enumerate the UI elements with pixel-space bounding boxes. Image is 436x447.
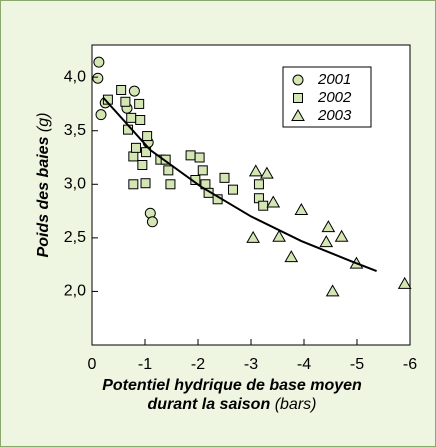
x-axis-label-main: durant la saison <box>148 396 271 413</box>
x-axis-label-unit: (bars) <box>275 396 317 413</box>
square-marker <box>227 184 238 195</box>
y-axis-label-unit: (g) <box>35 113 52 133</box>
legend-label: 2002 <box>317 89 352 106</box>
square-marker <box>141 147 152 158</box>
triangle-marker <box>248 164 263 177</box>
triangle-marker <box>266 195 281 208</box>
circle-marker <box>93 56 105 68</box>
legend-symbol <box>291 108 305 121</box>
square-marker <box>197 165 208 176</box>
x-tick-label: -3 <box>244 356 258 373</box>
square-marker <box>134 98 145 109</box>
triangle-marker <box>334 229 349 242</box>
triangle-marker <box>294 202 309 215</box>
square-marker <box>128 151 139 162</box>
square-marker <box>258 200 269 211</box>
x-tick-label: -5 <box>350 356 364 373</box>
square-marker <box>137 160 148 170</box>
square-marker <box>185 150 196 161</box>
triangle-marker <box>319 235 334 248</box>
x-axis-label-line1: Potentiel hydrique de base moyen <box>102 377 362 394</box>
square-marker <box>126 112 137 123</box>
y-axis-label-main: Poids des baies <box>35 136 52 257</box>
circle-marker <box>95 109 107 121</box>
x-tick-label: -1 <box>138 356 152 373</box>
x-tick-label: -4 <box>297 356 311 373</box>
square-marker <box>165 179 176 190</box>
square-marker <box>142 131 153 142</box>
square-marker <box>116 85 127 95</box>
square-marker <box>140 178 151 189</box>
y-tick-label: 3,0 <box>64 176 86 193</box>
square-marker <box>128 179 139 190</box>
square-marker <box>163 165 174 176</box>
square-marker <box>219 172 230 183</box>
triangle-marker <box>260 166 274 179</box>
square-marker <box>135 115 146 125</box>
triangle-marker <box>321 220 336 233</box>
y-tick-label: 2,0 <box>64 283 86 300</box>
circle-marker <box>146 216 158 228</box>
square-marker <box>194 152 205 163</box>
y-axis-label: Poids des baies (g) <box>35 113 52 258</box>
legend-symbol <box>292 74 304 86</box>
legend-label: 2001 <box>317 71 351 88</box>
circle-marker <box>128 85 140 97</box>
trend-line <box>102 96 377 273</box>
x-tick-label: -2 <box>191 356 205 373</box>
triangle-marker <box>284 250 299 263</box>
triangle-marker <box>397 276 412 289</box>
triangle-marker <box>272 229 286 242</box>
y-tick-label: 3,5 <box>64 122 86 139</box>
x-axis-label-line2: durant la saison (bars) <box>148 396 317 413</box>
square-marker <box>160 154 171 165</box>
square-marker <box>120 96 131 107</box>
legend-label: 2003 <box>317 107 352 124</box>
legend-symbol <box>293 93 303 103</box>
x-tick-label: 0 <box>88 356 97 373</box>
x-tick-label: -6 <box>403 356 417 373</box>
marks <box>92 56 412 297</box>
circle-marker <box>92 72 104 84</box>
triangle-marker <box>246 230 260 243</box>
square-marker <box>130 142 141 153</box>
y-tick-label: 2,5 <box>64 229 86 246</box>
square-marker <box>253 179 264 190</box>
y-tick-label: 4,0 <box>64 68 86 85</box>
triangle-marker <box>325 284 340 297</box>
